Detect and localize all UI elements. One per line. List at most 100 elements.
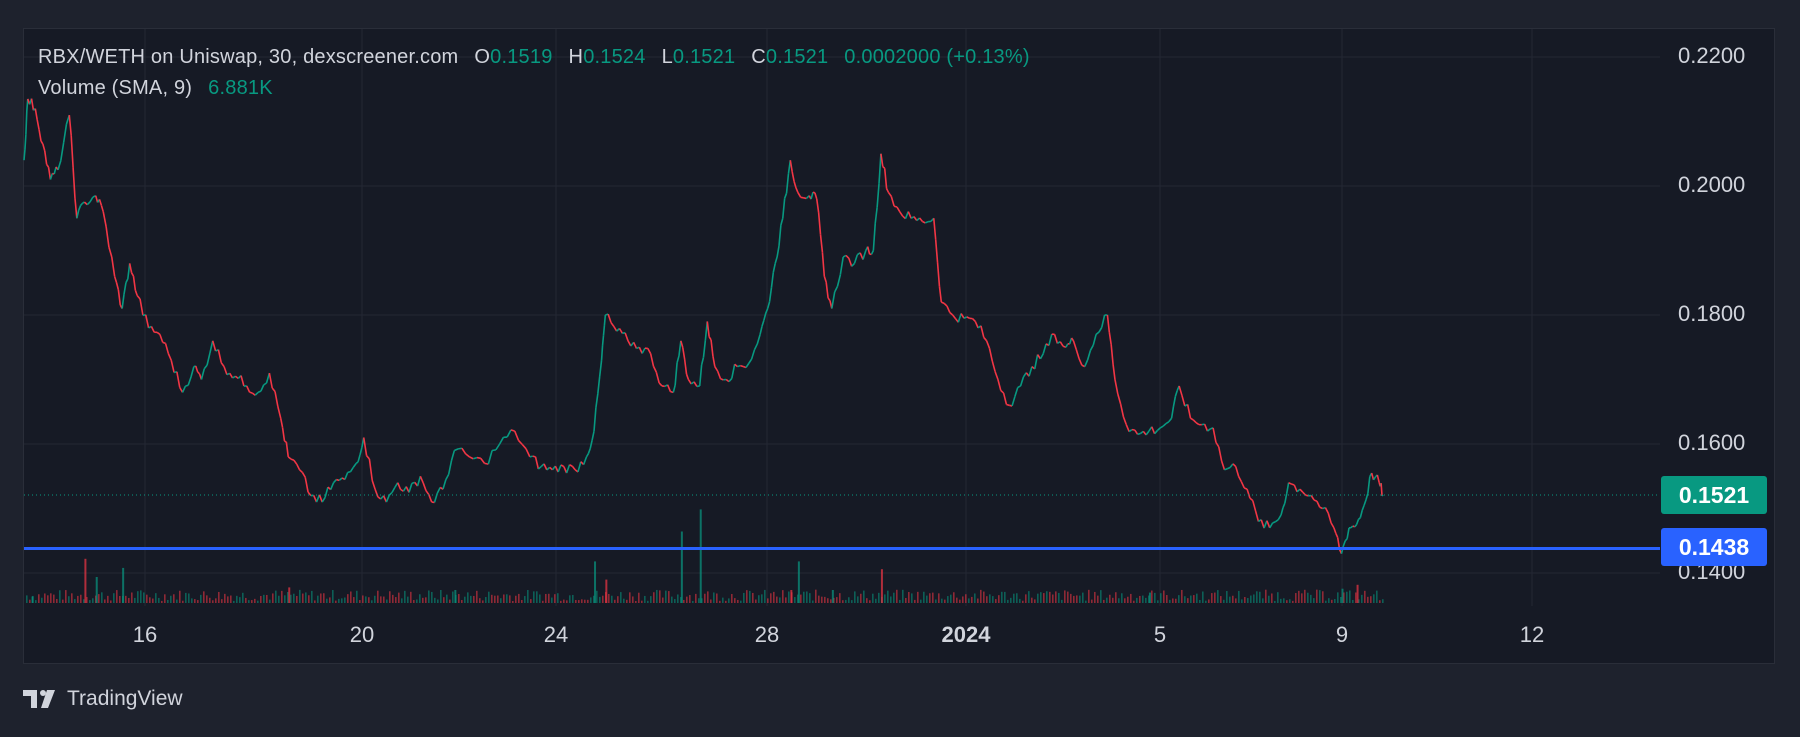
price-segment	[815, 198, 820, 213]
price-segment	[1319, 506, 1323, 510]
time-tick: 20	[349, 622, 375, 647]
price-segment	[560, 464, 565, 468]
price-segment	[217, 349, 223, 363]
price-segment	[597, 376, 601, 394]
price-segment	[624, 332, 629, 342]
price-segment	[274, 391, 279, 407]
price-segment	[287, 456, 292, 460]
volume-bar	[722, 597, 724, 603]
volume-bar	[1082, 592, 1084, 603]
price-segment	[1263, 520, 1268, 529]
price-segment	[293, 459, 298, 465]
price-segment	[336, 478, 340, 482]
price-segment	[593, 407, 597, 432]
price-segment	[472, 456, 478, 460]
volume-bar	[1295, 593, 1297, 603]
price-segment	[60, 142, 65, 161]
high-label: H	[568, 46, 584, 68]
price-segment	[24, 134, 27, 150]
volume-bar	[329, 597, 331, 603]
volume-bar	[566, 600, 568, 603]
price-segment	[785, 173, 790, 194]
volume-bar	[1229, 596, 1231, 603]
price-segment	[1260, 519, 1265, 529]
price-segment	[1266, 520, 1271, 529]
volume-spike	[1148, 592, 1151, 603]
price-segment	[789, 160, 794, 173]
price-segment	[197, 371, 201, 375]
price-segment	[602, 325, 606, 336]
volume-bar	[311, 590, 313, 603]
volume-bar	[512, 600, 514, 603]
price-segment	[763, 312, 767, 321]
price-segment	[980, 325, 985, 338]
time-tick: 5	[1153, 622, 1167, 647]
volume-bar	[176, 599, 178, 603]
price-segment	[419, 475, 424, 484]
volume-bar	[317, 595, 319, 603]
price-segment	[595, 393, 599, 408]
price-segment	[1212, 427, 1217, 443]
price-segment	[416, 476, 422, 487]
volume-bar	[587, 599, 589, 603]
price-segment	[887, 191, 892, 197]
volume-bar	[845, 599, 847, 603]
price-segment	[209, 340, 214, 354]
volume-bar	[695, 593, 697, 603]
price-segment	[737, 364, 741, 368]
volume-bar	[1367, 596, 1369, 603]
volume-bar	[905, 597, 907, 603]
price-segment	[271, 387, 276, 392]
price-segment	[506, 429, 512, 438]
price-segment	[649, 353, 655, 367]
volume-bar	[473, 595, 475, 603]
chart-frame[interactable]	[23, 28, 1775, 664]
price-segment	[1125, 424, 1130, 432]
volume-bar	[830, 599, 832, 603]
price-segment	[1342, 540, 1347, 547]
volume-bar	[65, 590, 67, 603]
volume-bar	[320, 593, 322, 603]
volume-bar	[569, 595, 571, 603]
volume-spike	[84, 558, 87, 603]
price-segment	[772, 263, 777, 273]
volume-bar	[1343, 592, 1345, 603]
tradingview-logo-icon	[23, 690, 55, 708]
price-segment	[1226, 466, 1231, 470]
price-segment	[36, 119, 40, 130]
price-segment	[257, 390, 262, 394]
price-segment	[70, 135, 74, 168]
price-segment	[725, 378, 730, 383]
price-segment	[966, 316, 971, 320]
price-segment	[465, 453, 470, 458]
price-segment	[304, 477, 309, 493]
volume-bar	[230, 595, 232, 603]
price-segment	[359, 447, 363, 456]
price-segment	[1159, 425, 1164, 429]
price-segment	[454, 448, 459, 452]
price-segment	[761, 319, 765, 327]
volume-bar	[734, 598, 736, 603]
price-segment	[1232, 463, 1237, 468]
volume-bar	[149, 597, 151, 603]
price-segment	[82, 201, 85, 204]
volume-bar	[590, 597, 592, 603]
price-segment	[428, 494, 433, 503]
price-segment	[1381, 494, 1384, 497]
volume-spike	[288, 587, 291, 603]
price-segment	[1028, 366, 1033, 377]
volume-bar	[785, 597, 787, 603]
volume-bar	[515, 595, 517, 603]
volume-bar	[671, 596, 673, 603]
volume-bar	[857, 596, 859, 603]
price-tick: 0.1800	[1678, 301, 1746, 326]
volume-bar	[1136, 597, 1138, 603]
volume-bar	[1175, 598, 1177, 603]
price-segment	[571, 465, 576, 471]
price-segment	[1277, 514, 1282, 521]
price-segment	[896, 206, 901, 213]
horizontal-line-price-tag[interactable]: 0.1438	[1661, 528, 1767, 566]
tradingview-brand[interactable]: TradingView	[23, 686, 183, 712]
volume-bar	[848, 597, 850, 603]
